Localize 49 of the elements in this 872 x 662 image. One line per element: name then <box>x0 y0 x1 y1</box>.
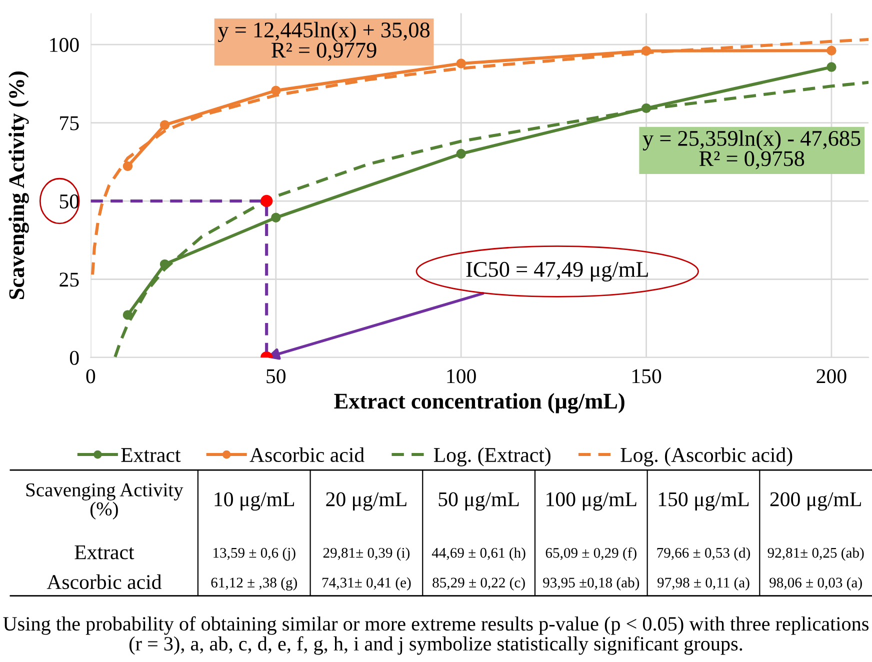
text: 93,95 ±0,18 (ab) <box>543 577 640 590</box>
point <box>826 62 836 72</box>
text: 20 μg/mL <box>326 492 406 511</box>
text: 13,59 ± 0,6 (j) <box>214 547 296 561</box>
text: 65,09 ± 0,29 (f) <box>546 547 636 561</box>
legend-label: Log. (Extract) <box>434 447 550 466</box>
text: Extract <box>74 545 134 560</box>
text: Scavenging Activity (%) <box>26 483 184 520</box>
annotation: IC50 = 47,49 μg/mL <box>466 262 648 282</box>
text: Ascorbic acid <box>46 574 162 590</box>
point <box>260 194 273 208</box>
x-tick-label: 0 <box>86 369 96 384</box>
point <box>122 161 133 172</box>
y-tick-label: 75 <box>60 116 79 130</box>
y-tick-label: 25 <box>60 272 79 287</box>
x-tick-label: 150 <box>632 369 662 384</box>
text: 10 μg/mL <box>214 492 294 511</box>
text: 98,06 ± 0,03 (a) <box>770 577 862 590</box>
y-axis-title: Scavenging Activity (%) <box>8 72 29 299</box>
legend-label: Log. (Ascorbic acid) <box>620 447 792 466</box>
text: 50 μg/mL <box>438 492 519 511</box>
text: 79,66 ± 0,53 (d) <box>657 547 750 561</box>
text: 44,69 ± 0,61 (h) <box>432 547 526 561</box>
annotation: y = 12,445ln(x) + 35,08 R² = 0,9779 <box>218 22 430 61</box>
legend-label: Ascorbic acid <box>250 447 364 462</box>
text: 200 μg/mL <box>770 492 861 511</box>
point <box>456 148 466 159</box>
y-tick-label: 100 <box>50 38 79 52</box>
text: 85,29 ± 0,22 (c) <box>432 577 525 590</box>
text: 61,12 ± ,38 (g) <box>211 577 297 591</box>
text: 29,81± 0,39 (i) <box>323 547 410 561</box>
annotation: y = 25,359ln(x) - 47,685 R² = 0,9758 <box>642 130 860 170</box>
point <box>271 212 281 222</box>
x-axis-title: Extract concentration (μg/mL) <box>334 393 624 414</box>
legend-label: Extract <box>121 448 181 462</box>
y-tick-label: 0 <box>70 350 79 365</box>
y-tick-label: 50 <box>60 194 79 208</box>
text: 74,31± 0,41 (e) <box>322 577 411 590</box>
text: 100 μg/mL <box>546 492 636 511</box>
text: Using the probability of obtaining similar or more extreme results p-value (p < 0.05) with three replications (r = 3), a, ab, c, d, e, f, g, h, i and j symbolize statistically significant groups. <box>3 616 869 655</box>
x-tick-label: 100 <box>447 369 476 384</box>
point <box>160 120 170 130</box>
x-tick-label: 200 <box>816 369 846 384</box>
x-tick-label: 50 <box>266 369 286 384</box>
point <box>456 58 466 68</box>
text: 150 μg/mL <box>658 492 749 511</box>
point <box>826 46 836 56</box>
text: 92,81± 0,25 (ab) <box>768 547 864 561</box>
text: 97,98 ± 0,11 (a) <box>658 577 750 590</box>
